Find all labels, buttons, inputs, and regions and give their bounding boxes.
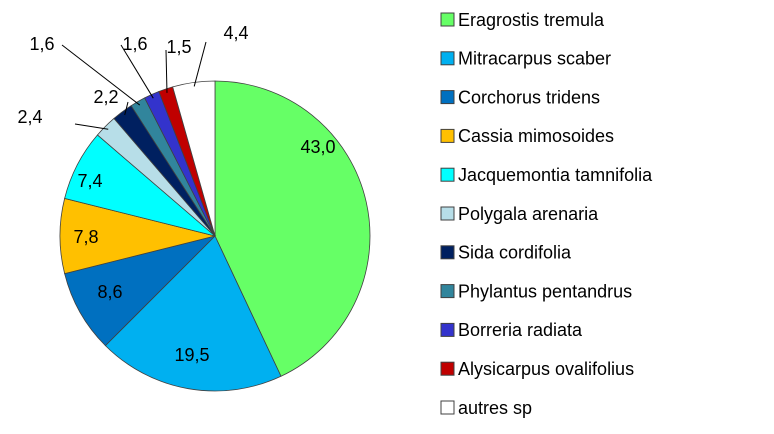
pie-slice xyxy=(64,235,217,347)
legend-label: Borreria radiata xyxy=(458,320,583,340)
legend-swatch xyxy=(440,51,455,66)
legend-label: Eragrostis tremula xyxy=(458,10,605,30)
legend-label: Jacquemontia tamnifolia xyxy=(458,165,653,185)
pie-slice xyxy=(214,80,371,377)
data-label: 1,5 xyxy=(166,37,191,57)
legend-swatch xyxy=(440,90,455,105)
legend-swatch xyxy=(440,284,455,299)
legend-swatch xyxy=(440,245,455,260)
pie-slice xyxy=(104,235,282,392)
data-label: 7,8 xyxy=(73,227,98,247)
legend-swatch xyxy=(440,128,455,143)
pie-slice xyxy=(172,80,216,237)
legend-swatch xyxy=(440,12,455,27)
leader-line xyxy=(193,41,207,87)
legend-swatch xyxy=(440,400,455,415)
data-label: 1,6 xyxy=(122,34,147,54)
leader-line xyxy=(120,44,154,99)
legend-swatch xyxy=(440,322,455,337)
data-label: 2,4 xyxy=(17,107,42,127)
legend-swatch xyxy=(440,167,455,182)
data-label: 4,4 xyxy=(223,23,248,43)
legend-label: Corchorus tridens xyxy=(458,87,600,107)
legend-label: Polygala arenaria xyxy=(458,204,599,224)
leader-line xyxy=(124,101,129,116)
data-label: 8,6 xyxy=(97,282,122,302)
leader-line xyxy=(74,123,109,130)
legend-label: Sida cordifolia xyxy=(458,243,572,263)
legend-label: Mitracarpus scaber xyxy=(458,49,611,69)
legend-swatch xyxy=(440,361,455,376)
legend-label: Cassia mimosoides xyxy=(458,126,614,146)
data-label: 19,5 xyxy=(174,345,209,365)
data-label: 7,4 xyxy=(77,171,102,191)
leader-line xyxy=(61,44,141,106)
legend-swatch xyxy=(440,206,455,221)
legend-label: Phylantus pentandrus xyxy=(458,281,632,301)
data-label: 2,2 xyxy=(93,87,118,107)
data-label: 43,0 xyxy=(300,137,335,157)
leader-line xyxy=(165,49,168,93)
legend-label: autres sp xyxy=(458,398,532,418)
data-label: 1,6 xyxy=(29,34,54,54)
legend-label: Alysicarpus ovalifolius xyxy=(458,359,634,379)
